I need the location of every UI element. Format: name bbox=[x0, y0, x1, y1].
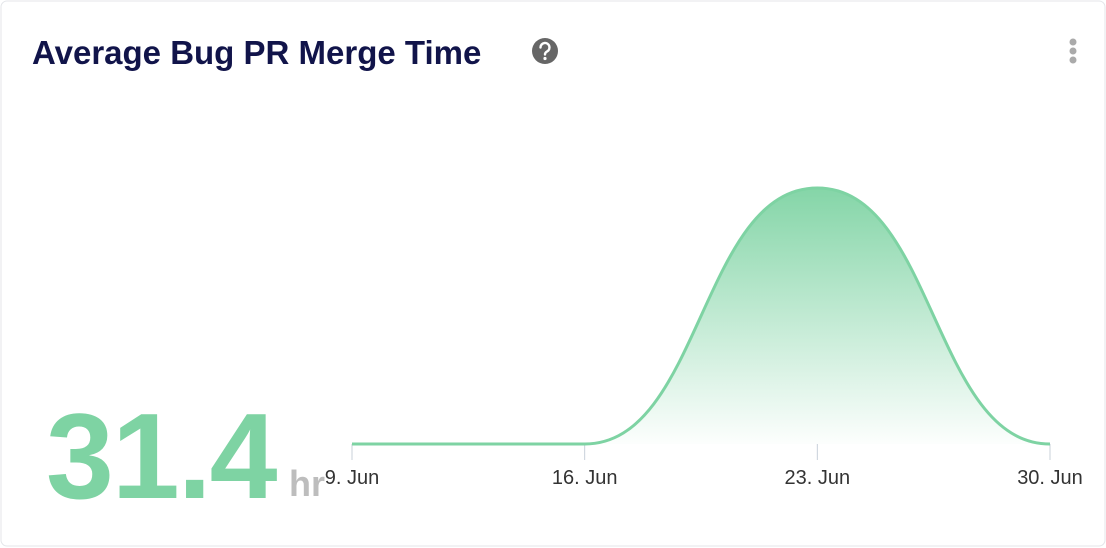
help-icon[interactable] bbox=[532, 38, 558, 64]
x-tick-label: 16. Jun bbox=[552, 467, 618, 489]
widget-title: Average Bug PR Merge Time bbox=[32, 34, 481, 71]
line bbox=[352, 186, 1051, 446]
x-tick-label: 30. Jun bbox=[1017, 467, 1083, 489]
x-tick-label: 9. Jun bbox=[325, 467, 379, 489]
summary-unit: hr bbox=[289, 463, 325, 504]
summary-value: 31.4 bbox=[46, 388, 278, 524]
x-tick-label: 23. Jun bbox=[785, 467, 851, 489]
menu-button[interactable] bbox=[1069, 38, 1077, 64]
